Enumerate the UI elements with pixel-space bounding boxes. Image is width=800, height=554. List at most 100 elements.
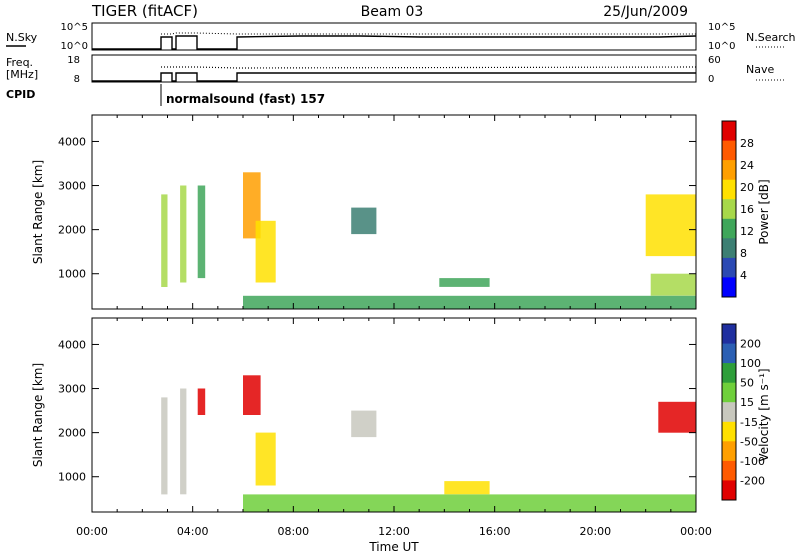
velocity-colorbar-swatch xyxy=(722,363,736,384)
nsearch-trace xyxy=(161,32,696,35)
cpid-label: CPID xyxy=(6,88,35,101)
power-region xyxy=(351,207,377,235)
nsky-label: N.Sky xyxy=(6,31,38,44)
velocity-x-ticks xyxy=(91,318,697,512)
power-colorbar-swatch xyxy=(722,160,736,181)
x-tick-labels: 00:00 04:00 08:00 12:00 16:00 20:00 00:00 xyxy=(76,525,712,538)
x-tick-label: 00:00 xyxy=(680,525,712,538)
cpid-row: CPID normalsound (fast) 157 xyxy=(6,84,325,106)
velocity-regions xyxy=(161,375,697,512)
nave-label: Nave xyxy=(746,63,774,76)
power-region xyxy=(645,194,696,257)
nsky-panel: N.Sky 10^5 10^0 N.Search 10^5 10^0 xyxy=(6,22,796,52)
velocity-y-label: Slant Range [km] xyxy=(31,363,45,467)
nsearch-label: N.Search xyxy=(746,31,796,44)
power-colorbar-tick-label: 12 xyxy=(740,225,754,238)
power-region xyxy=(650,273,696,296)
power-colorbar-swatch xyxy=(722,179,736,200)
x-tick-label: 20:00 xyxy=(579,525,611,538)
nsearch-tick-bottom: 10^0 xyxy=(708,41,735,52)
power-colorbar-tick-label: 28 xyxy=(740,137,754,150)
power-colorbar-tick-label: 16 xyxy=(740,203,754,216)
power-colorbar-swatch xyxy=(722,238,736,259)
velocity-colorbar-tick-label: -200 xyxy=(740,474,765,487)
power-colorbar-swatch xyxy=(722,140,736,161)
velocity-region xyxy=(161,397,168,495)
velocity-y-tick-label: 2000 xyxy=(58,427,86,440)
velocity-region xyxy=(351,410,377,438)
x-tick-label: 04:00 xyxy=(177,525,209,538)
power-region xyxy=(243,295,696,309)
nsky-trace xyxy=(92,35,697,50)
power-region xyxy=(161,194,168,287)
x-tick-label: 12:00 xyxy=(378,525,410,538)
velocity-colorbar-tick-label: 15 xyxy=(740,396,754,409)
power-colorbar-label: Power [dB] xyxy=(757,179,771,244)
velocity-colorbar-swatch xyxy=(722,402,736,423)
x-axis-label: Time UT xyxy=(368,540,419,554)
velocity-colorbar-swatch xyxy=(722,480,736,501)
power-y-ticks: 1000 2000 3000 4000 xyxy=(58,135,696,281)
power-region xyxy=(439,278,490,287)
power-region xyxy=(180,185,187,283)
velocity-y-tick-label: 3000 xyxy=(58,383,86,396)
power-colorbar-tick-label: 20 xyxy=(740,181,754,194)
power-colorbar-tick-label: 24 xyxy=(740,159,754,172)
velocity-region xyxy=(243,375,261,415)
nave-trace xyxy=(161,66,697,69)
nave-tick-bottom: 0 xyxy=(708,74,714,85)
velocity-colorbar-tick-label: 100 xyxy=(740,357,761,370)
freq-label-2: [MHz] xyxy=(6,68,38,81)
nsky-tick-top: 10^5 xyxy=(61,22,88,33)
velocity-region xyxy=(658,401,697,433)
power-y-tick-label: 3000 xyxy=(58,180,86,193)
velocity-y-ticks: 1000 2000 3000 4000 xyxy=(58,338,696,484)
x-tick-label: 08:00 xyxy=(277,525,309,538)
velocity-colorbar-swatch xyxy=(722,324,736,345)
power-y-label: Slant Range [km] xyxy=(31,160,45,264)
nave-tick-top: 60 xyxy=(708,55,721,66)
cpid-text: normalsound (fast) 157 xyxy=(166,92,325,106)
power-colorbar-swatch xyxy=(722,277,736,298)
x-tick-label: 00:00 xyxy=(76,525,108,538)
nsky-tick-bottom: 10^0 xyxy=(61,41,88,52)
figure-title: TIGER (fitACF) xyxy=(91,2,198,20)
freq-trace xyxy=(92,72,696,82)
power-region xyxy=(255,220,276,283)
freq-tick-top: 18 xyxy=(67,55,80,66)
velocity-region xyxy=(197,388,206,415)
date-label: 25/Jun/2009 xyxy=(603,4,688,20)
power-colorbar-frame xyxy=(721,120,737,298)
power-colorbar-swatch xyxy=(722,257,736,278)
freq-frame xyxy=(91,54,697,83)
power-colorbar-swatch xyxy=(722,199,736,220)
power-colorbar-swatch xyxy=(722,218,736,239)
power-y-tick-label: 2000 xyxy=(58,224,86,237)
power-x-ticks xyxy=(91,115,697,309)
power-regions xyxy=(161,172,696,309)
velocity-colorbar-swatch xyxy=(722,343,736,364)
velocity-colorbar-tick-label: 50 xyxy=(740,377,754,390)
power-region xyxy=(197,185,206,279)
nsearch-tick-top: 10^5 xyxy=(708,22,735,33)
velocity-region xyxy=(180,388,187,495)
velocity-region xyxy=(444,481,490,495)
velocity-colorbar: 200 100 50 15 -15 -50 -100 -200 xyxy=(721,323,765,501)
power-colorbar-tick-label: 4 xyxy=(740,269,747,282)
beam-label: Beam 03 xyxy=(361,4,424,20)
velocity-colorbar-swatch xyxy=(722,441,736,462)
freq-label-1: Freq. xyxy=(6,56,33,69)
velocity-colorbar-swatch xyxy=(722,382,736,403)
velocity-y-tick-label: 4000 xyxy=(58,338,86,351)
velocity-colorbar-tick-label: -50 xyxy=(740,435,758,448)
velocity-region xyxy=(255,432,276,486)
velocity-colorbar-swatch xyxy=(722,421,736,442)
power-colorbar-swatch xyxy=(722,121,736,142)
velocity-colorbar-tick-label: -100 xyxy=(740,455,765,468)
freq-panel: Freq. [MHz] 18 8 Nave 60 0 xyxy=(6,54,786,85)
velocity-region xyxy=(243,494,696,512)
velocity-colorbar-frame xyxy=(721,323,737,501)
velocity-colorbar-label: Velocity [m s⁻¹] xyxy=(757,368,771,461)
power-panel: 1000 2000 3000 4000 Slant Range [km] 28 24 20… xyxy=(31,114,771,310)
